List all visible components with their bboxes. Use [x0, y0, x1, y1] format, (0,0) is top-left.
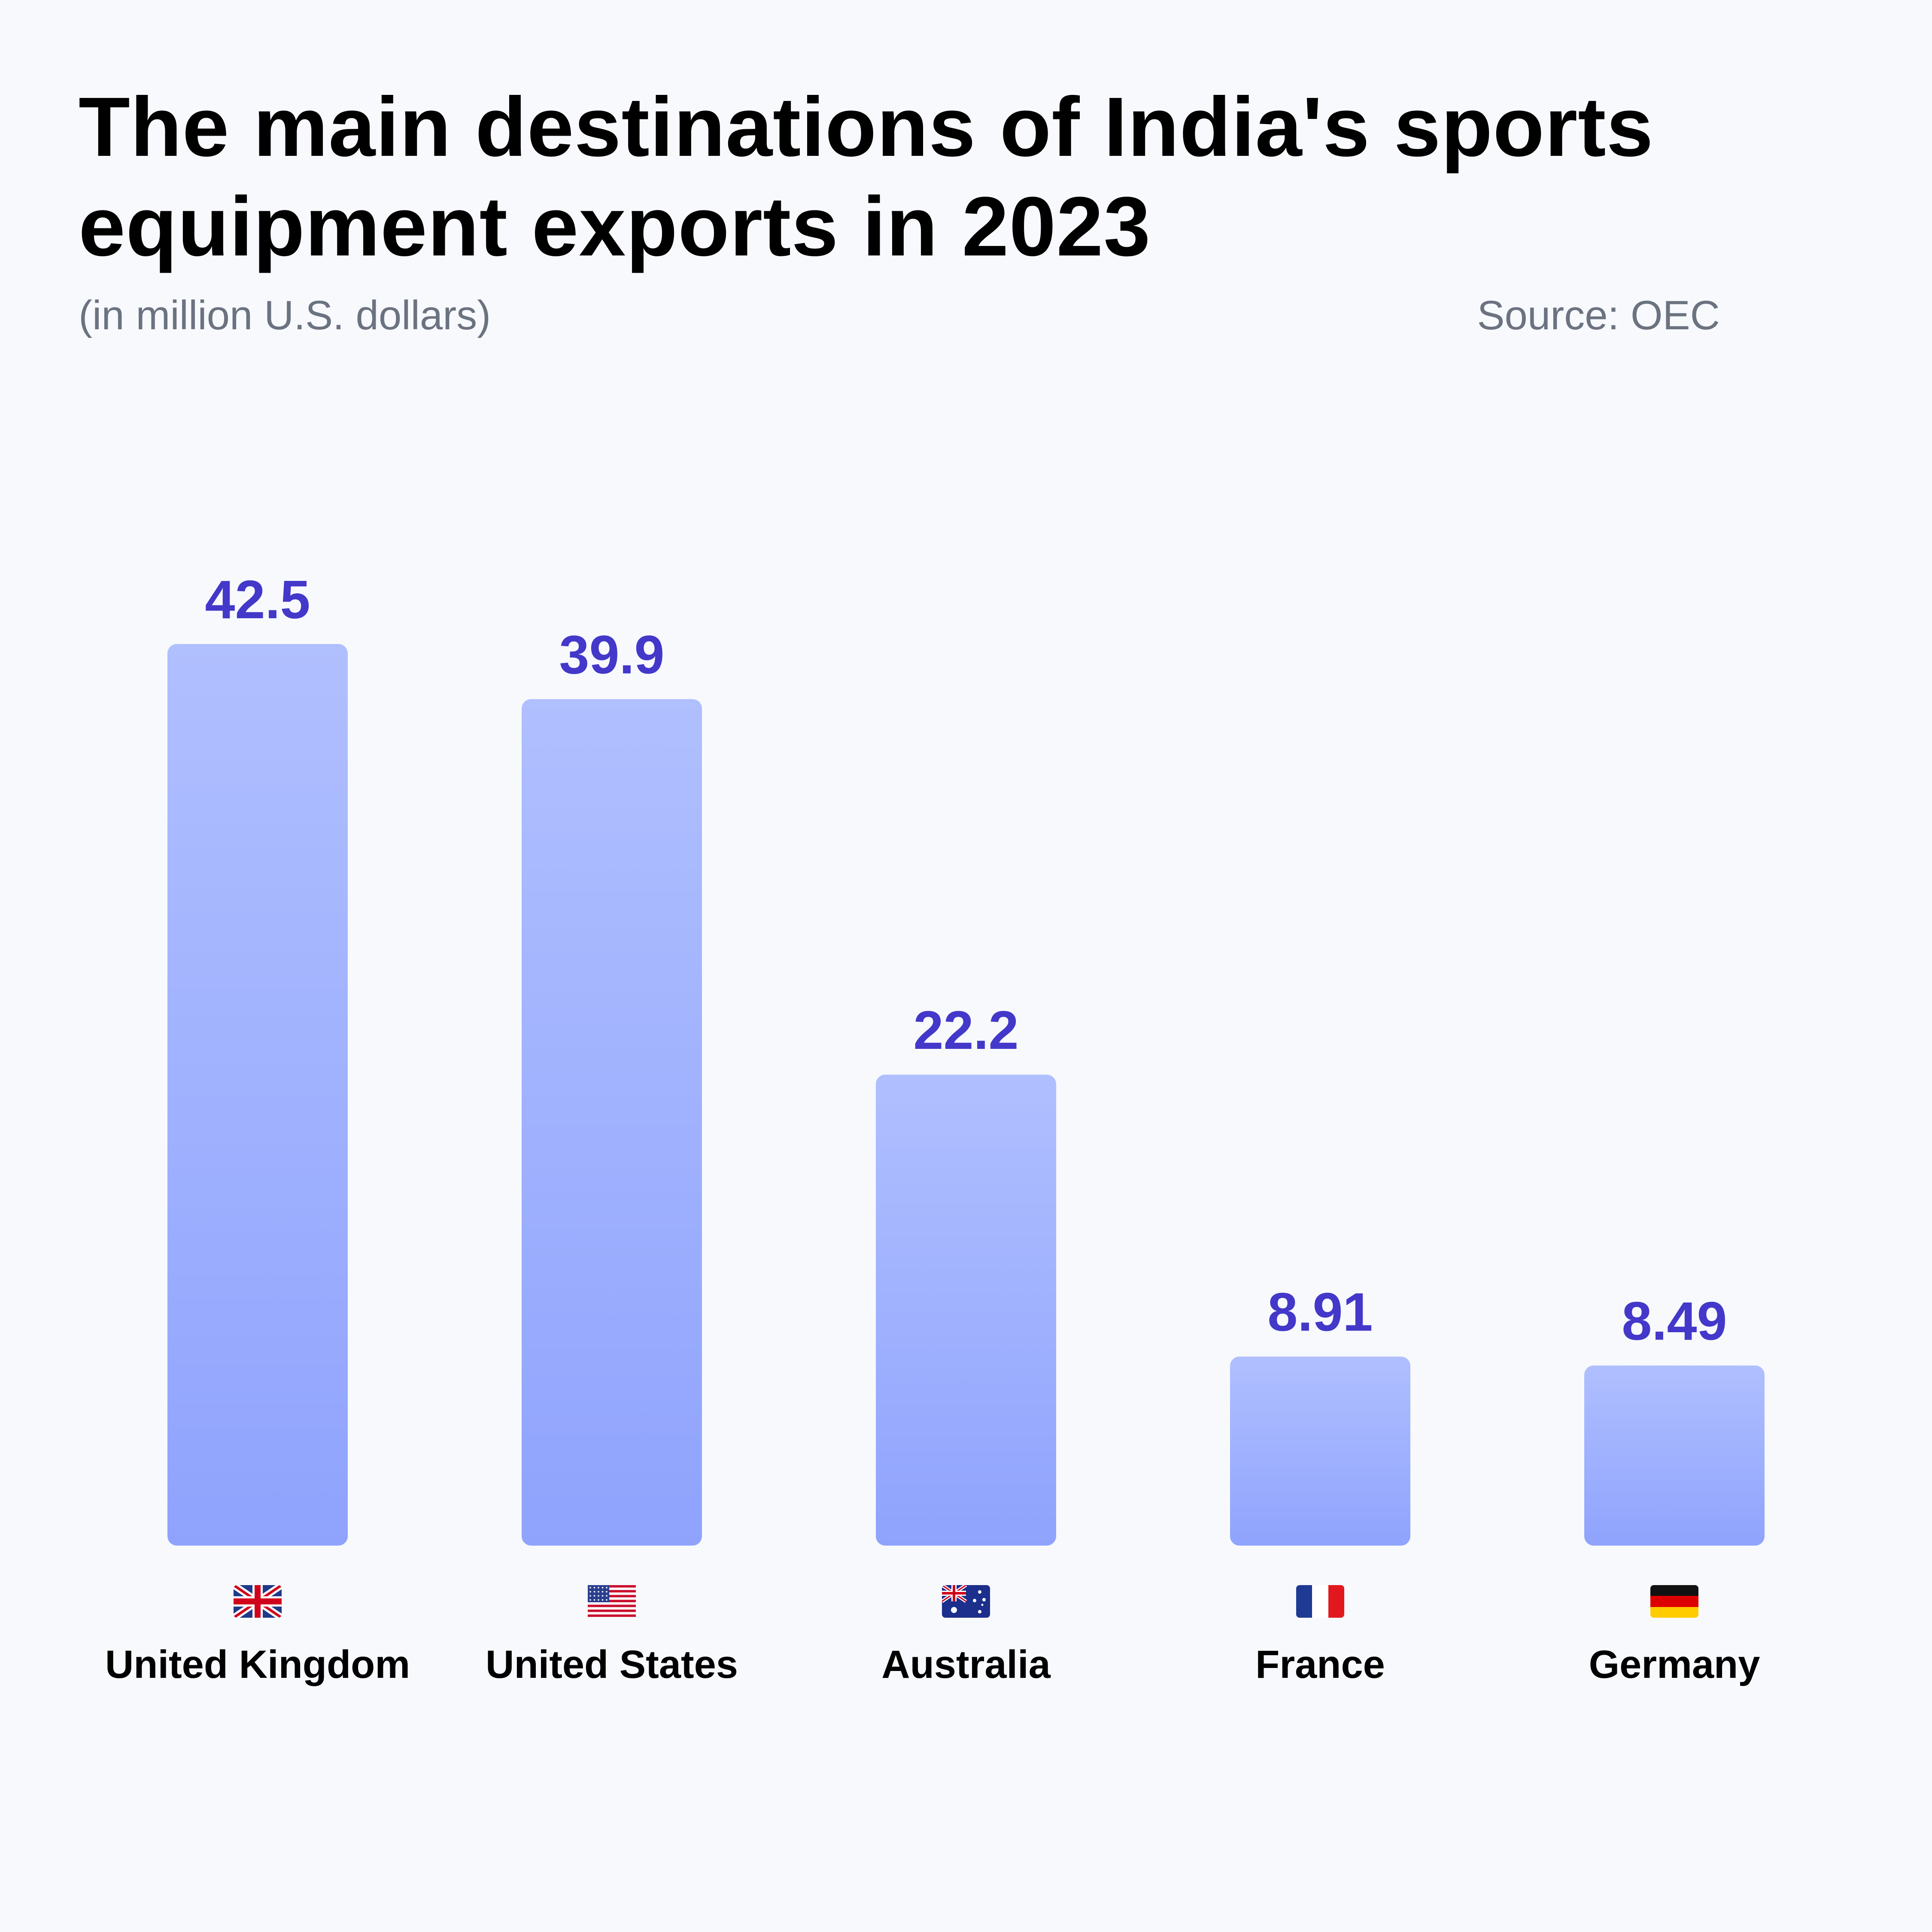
bar [1230, 1356, 1410, 1546]
australia-flag-icon [942, 1585, 990, 1618]
chart-title: The main destinations of India's sports … [79, 80, 1654, 273]
bar-value-label: 22.2 [913, 1000, 1018, 1060]
germany-flag-icon [1650, 1585, 1698, 1618]
category-labels-layer: United Kingdom United States Australia Fran… [105, 1643, 1760, 1686]
category-label: United States [486, 1643, 738, 1686]
bar [876, 1075, 1056, 1546]
bar-value-label: 8.49 [1622, 1291, 1727, 1351]
category-label: United Kingdom [105, 1643, 410, 1686]
category-label: France [1255, 1643, 1385, 1686]
uk-flag-icon [234, 1585, 282, 1618]
bar-value-label: 42.5 [205, 569, 310, 630]
bar-value-label: 39.9 [559, 624, 664, 685]
category-label: Australia [881, 1643, 1051, 1686]
bars-layer [167, 644, 1765, 1546]
value-labels-layer: 42.5 39.9 22.2 8.91 8.49 [205, 569, 1727, 1351]
flags-layer [234, 1585, 1698, 1618]
bar-value-label: 8.91 [1267, 1282, 1373, 1343]
us-flag-icon [588, 1585, 636, 1618]
source-note: Source: OEC [1477, 292, 1720, 338]
bar [167, 644, 348, 1546]
bar [1584, 1365, 1765, 1546]
bar [522, 699, 702, 1546]
category-label: Germany [1589, 1643, 1760, 1686]
france-flag-icon [1296, 1585, 1344, 1618]
chart-subtitle: (in million U.S. dollars) [79, 292, 491, 338]
